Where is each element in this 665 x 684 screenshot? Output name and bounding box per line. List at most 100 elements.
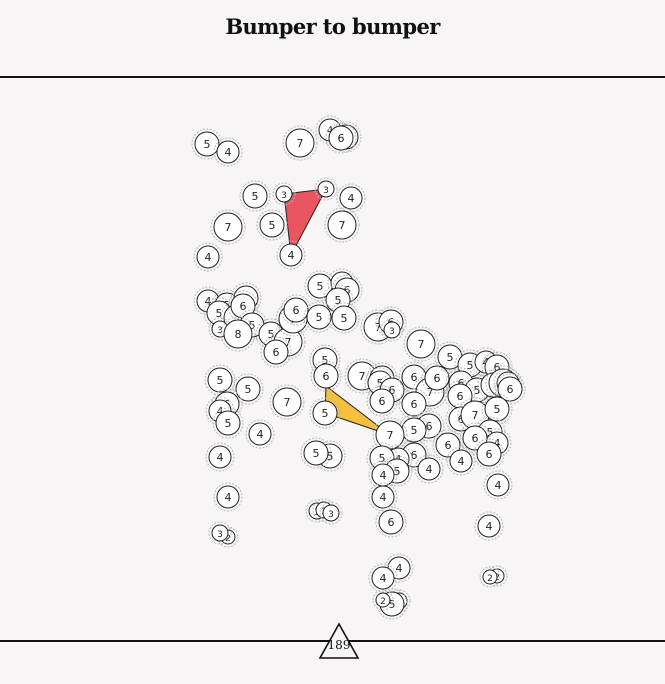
- disc[interactable]: 7: [282, 125, 318, 161]
- disc-body[interactable]: [272, 387, 302, 417]
- disc-body[interactable]: [462, 425, 488, 451]
- disc-body[interactable]: [211, 524, 229, 542]
- disc[interactable]: 6: [421, 362, 453, 394]
- disc-body[interactable]: [216, 140, 240, 164]
- disc[interactable]: 3: [208, 521, 232, 545]
- disc-body[interactable]: [259, 212, 285, 238]
- disc-body[interactable]: [371, 485, 395, 509]
- disc[interactable]: 5: [300, 437, 332, 469]
- disc-body[interactable]: [383, 321, 401, 339]
- disc-body[interactable]: [215, 410, 241, 436]
- disc[interactable]: 4: [276, 240, 306, 270]
- disc-body[interactable]: [248, 422, 272, 446]
- disc[interactable]: 6: [260, 336, 292, 368]
- red-triangle[interactable]: [283, 188, 327, 257]
- disc[interactable]: 7: [210, 209, 246, 245]
- disc[interactable]: 6: [366, 385, 398, 417]
- disc-body[interactable]: [196, 245, 220, 269]
- disc[interactable]: 4: [245, 419, 275, 449]
- disc-body[interactable]: [285, 128, 315, 158]
- disc-body[interactable]: [242, 183, 268, 209]
- disc[interactable]: 8: [220, 316, 256, 352]
- disc-body[interactable]: [486, 473, 510, 497]
- disc[interactable]: 5: [328, 302, 360, 334]
- disc[interactable]: 4: [474, 511, 504, 541]
- disc-body[interactable]: [328, 125, 354, 151]
- disc[interactable]: 6: [473, 438, 505, 470]
- disc-body[interactable]: [279, 243, 303, 267]
- disc[interactable]: 4: [483, 470, 513, 500]
- game-board[interactable]: 5474665334757444565765385767654655576375…: [0, 78, 665, 640]
- disc-body[interactable]: [339, 186, 363, 210]
- disc-body[interactable]: [482, 569, 498, 585]
- disc[interactable]: 4: [414, 454, 444, 484]
- disc-body[interactable]: [216, 485, 240, 509]
- disc[interactable]: 5: [204, 364, 236, 396]
- disc-body[interactable]: [235, 376, 261, 402]
- disc[interactable]: 3: [314, 177, 338, 201]
- disc[interactable]: 6: [280, 294, 312, 326]
- disc[interactable]: 5: [256, 209, 288, 241]
- disc[interactable]: 6: [459, 422, 491, 454]
- disc[interactable]: 6: [325, 122, 357, 154]
- disc[interactable]: 4: [213, 482, 243, 512]
- disc[interactable]: 6: [432, 429, 464, 461]
- disc[interactable]: 2: [372, 589, 394, 611]
- disc[interactable]: 3: [319, 501, 343, 525]
- disc-body[interactable]: [317, 180, 335, 198]
- yellow-triangle[interactable]: [324, 385, 391, 436]
- disc-body[interactable]: [327, 210, 357, 240]
- disc[interactable]: 7: [403, 326, 439, 362]
- disc-body[interactable]: [484, 396, 510, 422]
- disc[interactable]: 3: [272, 182, 296, 206]
- disc[interactable]: 7: [324, 207, 360, 243]
- disc[interactable]: 5: [481, 393, 513, 425]
- disc-body[interactable]: [435, 432, 461, 458]
- disc[interactable]: 4: [193, 242, 223, 272]
- disc[interactable]: 7: [269, 384, 305, 420]
- disc-body[interactable]: [194, 131, 220, 157]
- disc-body[interactable]: [369, 388, 395, 414]
- disc[interactable]: 6: [375, 506, 407, 538]
- disc[interactable]: 6: [398, 388, 430, 420]
- disc-body[interactable]: [449, 449, 473, 473]
- disc-body[interactable]: [476, 441, 502, 467]
- disc[interactable]: 2: [479, 566, 501, 588]
- disc-body[interactable]: [322, 504, 340, 522]
- disc-body[interactable]: [223, 319, 253, 349]
- disc-body[interactable]: [371, 566, 395, 590]
- disc-body[interactable]: [375, 592, 391, 608]
- disc-body[interactable]: [378, 509, 404, 535]
- disc[interactable]: 4: [368, 563, 398, 593]
- disc-body[interactable]: [306, 304, 332, 330]
- disc-body[interactable]: [312, 400, 338, 426]
- disc[interactable]: 6: [227, 290, 259, 322]
- disc-body[interactable]: [331, 305, 357, 331]
- disc[interactable]: 5: [239, 180, 271, 212]
- disc-body[interactable]: [417, 457, 441, 481]
- disc[interactable]: 4: [336, 183, 366, 213]
- disc-body[interactable]: [313, 363, 339, 389]
- disc-body[interactable]: [207, 367, 233, 393]
- disc-body[interactable]: [406, 329, 436, 359]
- disc[interactable]: 3: [380, 318, 404, 342]
- disc-body[interactable]: [401, 391, 427, 417]
- disc-body[interactable]: [275, 185, 293, 203]
- disc-body[interactable]: [263, 339, 289, 365]
- disc[interactable]: 4: [213, 137, 243, 167]
- disc-body[interactable]: [424, 365, 450, 391]
- disc[interactable]: 4: [446, 446, 476, 476]
- board-canvas[interactable]: 5474665334757444565765385767654655576375…: [0, 78, 665, 640]
- disc[interactable]: 6: [310, 360, 342, 392]
- disc-body[interactable]: [477, 514, 501, 538]
- disc[interactable]: 5: [212, 407, 244, 439]
- disc-body[interactable]: [208, 445, 232, 469]
- disc[interactable]: 5: [303, 301, 335, 333]
- disc[interactable]: 5: [309, 397, 341, 429]
- disc[interactable]: 4: [368, 482, 398, 512]
- disc[interactable]: 5: [304, 270, 336, 302]
- disc[interactable]: 5: [232, 373, 264, 405]
- disc-body[interactable]: [213, 212, 243, 242]
- disc-body[interactable]: [303, 440, 329, 466]
- disc[interactable]: 4: [205, 442, 235, 472]
